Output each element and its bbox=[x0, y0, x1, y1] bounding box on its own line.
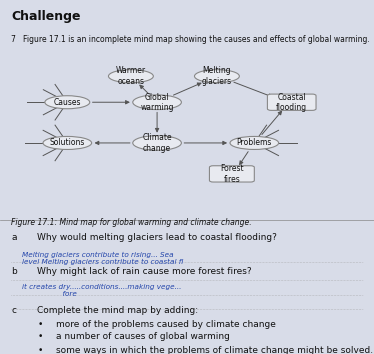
Text: Figure 17.1: Mind map for global warming and climate change.: Figure 17.1: Mind map for global warming… bbox=[11, 218, 252, 227]
Text: Solutions: Solutions bbox=[50, 138, 85, 148]
Text: Causes: Causes bbox=[53, 98, 81, 107]
Ellipse shape bbox=[133, 136, 181, 150]
Text: Global
warming: Global warming bbox=[140, 92, 174, 112]
Text: Melting glaciers contribute to rising... Sea
level Melting glaciers contribute t: Melting glaciers contribute to rising...… bbox=[22, 252, 184, 265]
Ellipse shape bbox=[230, 136, 279, 149]
Text: Complete the mind map by adding:: Complete the mind map by adding: bbox=[37, 306, 199, 315]
Ellipse shape bbox=[133, 95, 181, 110]
Text: c: c bbox=[11, 306, 16, 315]
Text: a: a bbox=[11, 233, 17, 242]
Text: Melting
glaciers: Melting glaciers bbox=[202, 67, 232, 86]
Text: •: • bbox=[37, 332, 43, 341]
Text: more of the problems caused by climate change: more of the problems caused by climate c… bbox=[56, 320, 276, 329]
Text: Why would melting glaciers lead to coastal flooding?: Why would melting glaciers lead to coast… bbox=[37, 233, 277, 242]
Text: it creates dry.....conditions....making vege...
                  fore: it creates dry.....conditions....making … bbox=[22, 284, 182, 297]
Text: Climate
change: Climate change bbox=[142, 133, 172, 153]
Text: Warmer
oceans: Warmer oceans bbox=[116, 67, 146, 86]
Text: Coastal
flooding: Coastal flooding bbox=[276, 92, 307, 112]
Text: some ways in which the problems of climate change might be solved.: some ways in which the problems of clima… bbox=[56, 346, 373, 354]
Ellipse shape bbox=[194, 70, 239, 83]
Text: Challenge: Challenge bbox=[11, 10, 81, 23]
Text: 7   Figure 17.1 is an incomplete mind map showing the causes and effects of glob: 7 Figure 17.1 is an incomplete mind map … bbox=[11, 35, 370, 44]
FancyBboxPatch shape bbox=[267, 94, 316, 110]
Text: •: • bbox=[37, 320, 43, 329]
Text: Forest
fires: Forest fires bbox=[220, 164, 244, 184]
Text: •: • bbox=[37, 346, 43, 354]
Text: Problems: Problems bbox=[237, 138, 272, 148]
Text: a number of causes of global warming: a number of causes of global warming bbox=[56, 332, 230, 341]
Ellipse shape bbox=[108, 70, 153, 83]
Text: b: b bbox=[11, 267, 17, 276]
FancyBboxPatch shape bbox=[209, 166, 254, 182]
Ellipse shape bbox=[43, 136, 92, 149]
Ellipse shape bbox=[45, 96, 90, 109]
Text: Why might lack of rain cause more forest fires?: Why might lack of rain cause more forest… bbox=[37, 267, 252, 276]
